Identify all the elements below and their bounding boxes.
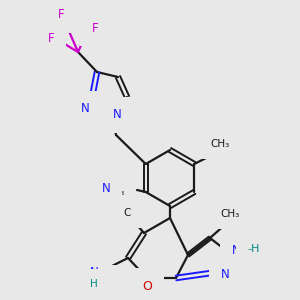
Text: H: H bbox=[99, 275, 107, 285]
Text: N: N bbox=[220, 268, 230, 281]
Text: N: N bbox=[90, 266, 98, 278]
Text: N: N bbox=[112, 109, 122, 122]
Text: O: O bbox=[142, 280, 152, 293]
Text: -H: -H bbox=[247, 244, 260, 254]
Text: N: N bbox=[232, 244, 240, 256]
Text: CH₃: CH₃ bbox=[210, 139, 230, 149]
Text: C: C bbox=[123, 208, 131, 218]
Text: CH₃: CH₃ bbox=[106, 187, 125, 197]
Text: F: F bbox=[92, 22, 98, 34]
Text: N: N bbox=[102, 182, 110, 194]
Text: CH₃: CH₃ bbox=[220, 209, 240, 219]
Text: H: H bbox=[90, 279, 98, 289]
Text: F: F bbox=[48, 32, 54, 46]
Text: F: F bbox=[58, 8, 64, 22]
Text: N: N bbox=[81, 103, 89, 116]
